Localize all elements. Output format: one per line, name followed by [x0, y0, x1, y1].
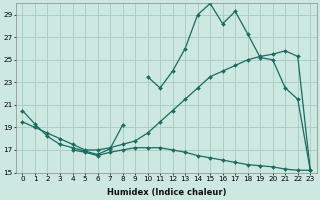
X-axis label: Humidex (Indice chaleur): Humidex (Indice chaleur) [107, 188, 226, 197]
